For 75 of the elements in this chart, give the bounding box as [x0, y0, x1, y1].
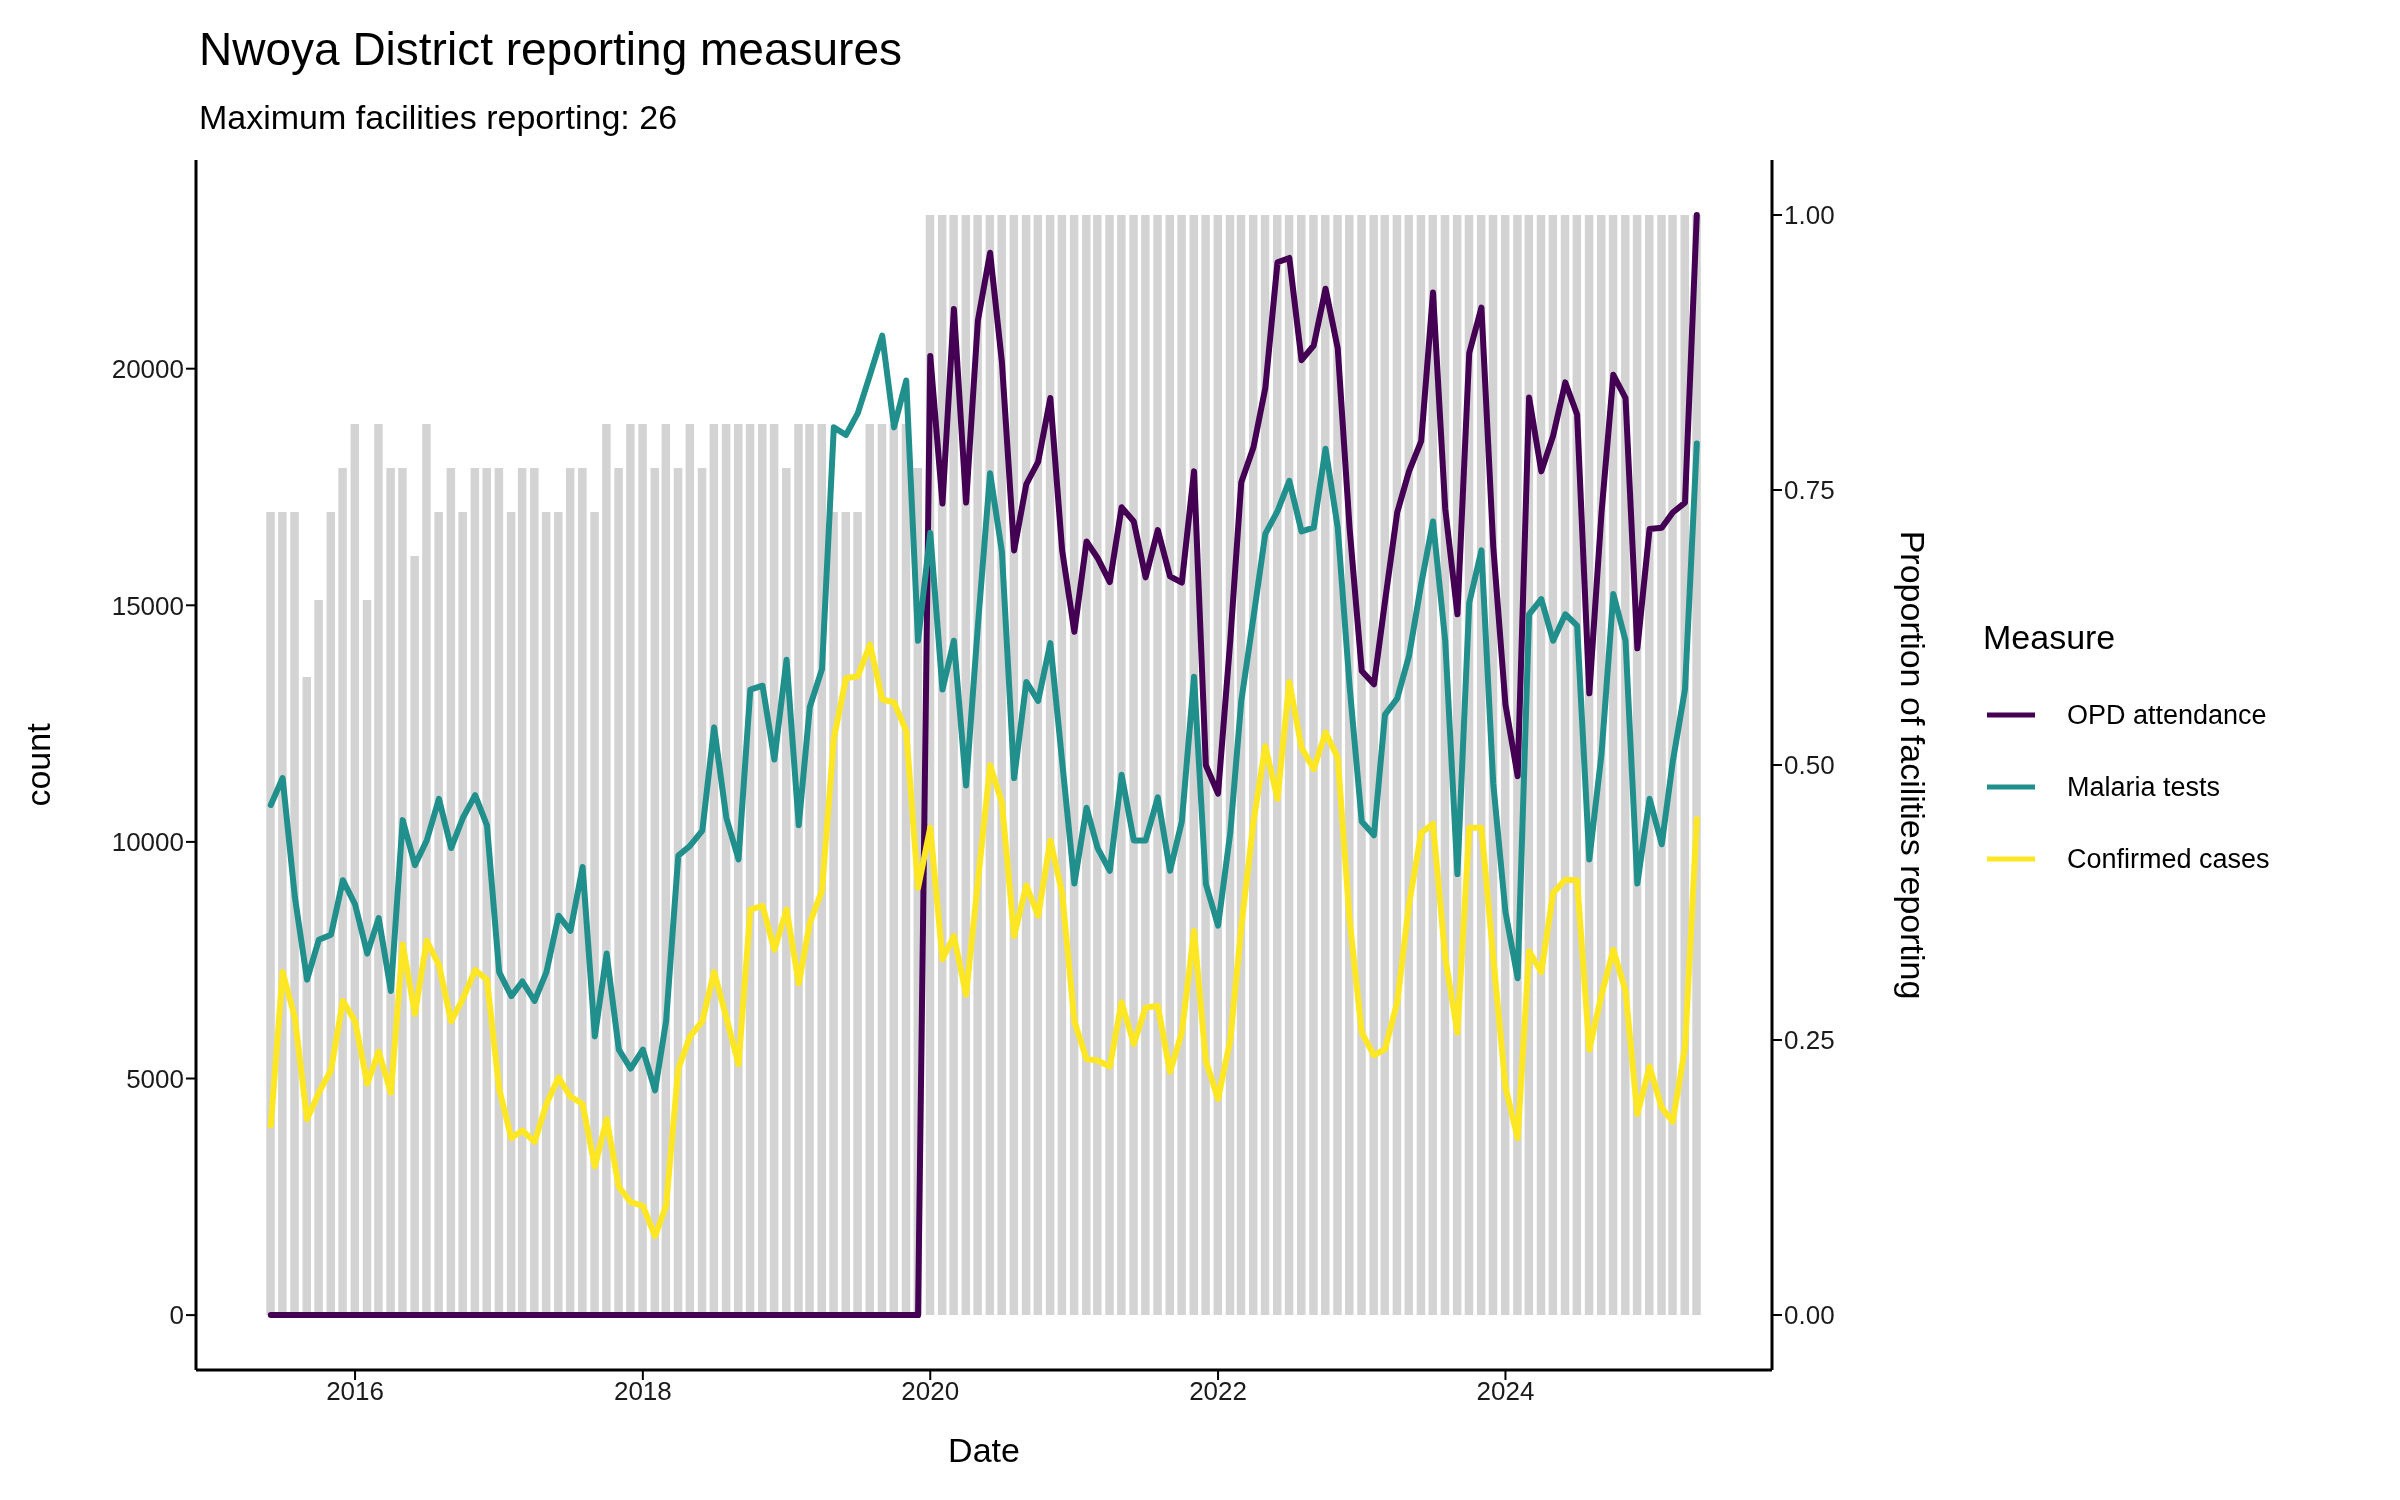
- bar: [1560, 215, 1570, 1315]
- x-tick-label: 2016: [326, 1376, 384, 1407]
- bar: [1369, 215, 1378, 1315]
- bar: [314, 600, 323, 1315]
- bar: [422, 424, 431, 1315]
- bar: [865, 424, 875, 1315]
- y2-tick-label: 0.50: [1784, 750, 1835, 781]
- x-tick-label: 2020: [901, 1376, 960, 1407]
- bar: [565, 468, 575, 1315]
- bar: [1141, 215, 1150, 1315]
- y-tick-label: 10000: [111, 827, 184, 858]
- bar: [278, 512, 287, 1315]
- bar: [1153, 215, 1162, 1315]
- bar: [1668, 215, 1677, 1315]
- y-axis-title: count: [19, 722, 58, 807]
- bar: [805, 424, 814, 1315]
- bar: [1657, 215, 1666, 1315]
- bar: [374, 424, 383, 1315]
- y2-tick-label: 0.75: [1784, 475, 1835, 506]
- y2-tick-label: 1.00: [1784, 200, 1835, 231]
- x-axis-title: Date: [948, 1431, 1020, 1469]
- bar: [1105, 215, 1114, 1315]
- bar: [782, 468, 791, 1315]
- bar: [530, 468, 539, 1315]
- bar: [829, 512, 838, 1315]
- chart-subtitle: Maximum facilities reporting: 26: [199, 98, 678, 137]
- bar: [1177, 215, 1186, 1315]
- bar: [470, 468, 480, 1315]
- bar: [877, 424, 887, 1315]
- bar: [1309, 215, 1318, 1315]
- bar: [1093, 215, 1102, 1315]
- bar: [482, 468, 491, 1315]
- y2-axis-title: Proportion of facilities reporting: [1893, 530, 1932, 1000]
- y-tick-label: 20000: [111, 353, 184, 384]
- bar: [434, 512, 443, 1315]
- legend-label: Confirmed cases: [2067, 843, 2270, 875]
- bar: [446, 468, 456, 1315]
- bar: [506, 512, 516, 1315]
- bar: [554, 512, 563, 1315]
- bar: [614, 468, 623, 1315]
- bar: [626, 424, 635, 1315]
- chart-title: Nwoya District reporting measures: [199, 22, 903, 76]
- y-tick-label: 15000: [111, 590, 184, 621]
- legend-label: OPD attendance: [2067, 699, 2267, 731]
- bar: [638, 424, 647, 1315]
- bar: [1380, 215, 1389, 1315]
- bar: [458, 512, 467, 1315]
- y2-tick-label: 0.00: [1784, 1300, 1835, 1331]
- bar: [338, 468, 347, 1315]
- bar: [1117, 215, 1126, 1315]
- bar: [1082, 215, 1091, 1315]
- bar: [517, 468, 527, 1315]
- x-tick-label: 2018: [613, 1376, 672, 1407]
- bar: [1321, 215, 1330, 1315]
- legend-label: Malaria tests: [2067, 771, 2221, 803]
- bar: [410, 556, 419, 1315]
- bar: [889, 424, 899, 1315]
- bar: [853, 512, 862, 1315]
- bar: [266, 512, 275, 1315]
- legend-title: Measure: [1983, 618, 2117, 657]
- y-tick-label: 5000: [126, 1063, 184, 1094]
- bar: [578, 468, 587, 1315]
- bar: [1404, 215, 1413, 1315]
- y-tick-label: 0: [169, 1300, 184, 1331]
- y2-tick-label: 0.25: [1784, 1025, 1835, 1056]
- x-tick-label: 2024: [1476, 1376, 1535, 1407]
- bar: [1297, 215, 1306, 1315]
- bar: [841, 512, 850, 1315]
- bar: [1129, 215, 1138, 1315]
- bar: [685, 424, 695, 1315]
- bar: [602, 424, 611, 1315]
- bar: [758, 424, 767, 1315]
- bar: [350, 424, 360, 1315]
- bar: [1645, 215, 1654, 1315]
- x-tick-label: 2022: [1189, 1376, 1247, 1407]
